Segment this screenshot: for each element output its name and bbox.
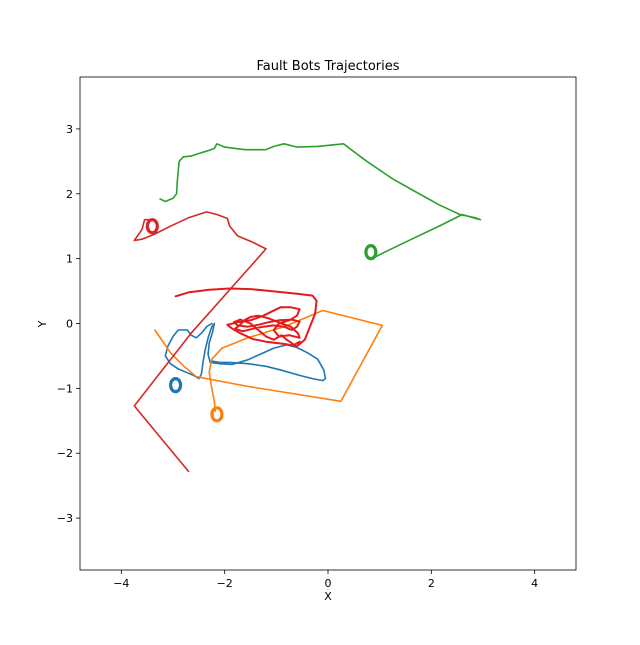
axis-ticks: −4 −2 0 2 4 −3 −2 −1 0 1 2 3 [57, 123, 538, 590]
x-tick-label: −4 [113, 577, 129, 590]
trajectory-line-2 [154, 309, 384, 412]
x-axis-label: X [324, 590, 332, 603]
y-tick-label: 3 [66, 123, 73, 136]
chart-title: Fault Bots Trajectories [256, 59, 399, 74]
start-marker-7 [145, 218, 159, 235]
y-tick-label: 2 [66, 188, 73, 201]
trajectory-line-4 [159, 143, 482, 260]
x-tick-label: 4 [531, 577, 538, 590]
trajectory-line-6 [133, 211, 267, 473]
start-marker-3 [210, 406, 224, 423]
start-marker-1 [168, 377, 183, 394]
trajectory-line-8 [174, 287, 318, 348]
y-tick-label: −1 [57, 382, 73, 395]
trajectory-line-0 [164, 322, 327, 382]
y-tick-label: −2 [57, 447, 73, 460]
x-tick-label: 2 [428, 577, 435, 590]
y-tick-label: 0 [66, 318, 73, 331]
plot-area [133, 143, 482, 473]
y-axis-label: Y [36, 320, 49, 328]
y-tick-label: 1 [66, 253, 73, 266]
y-tick-label: −3 [57, 512, 73, 525]
x-tick-label: −2 [217, 577, 233, 590]
start-marker-5 [364, 244, 378, 261]
x-tick-label: 0 [325, 577, 332, 590]
